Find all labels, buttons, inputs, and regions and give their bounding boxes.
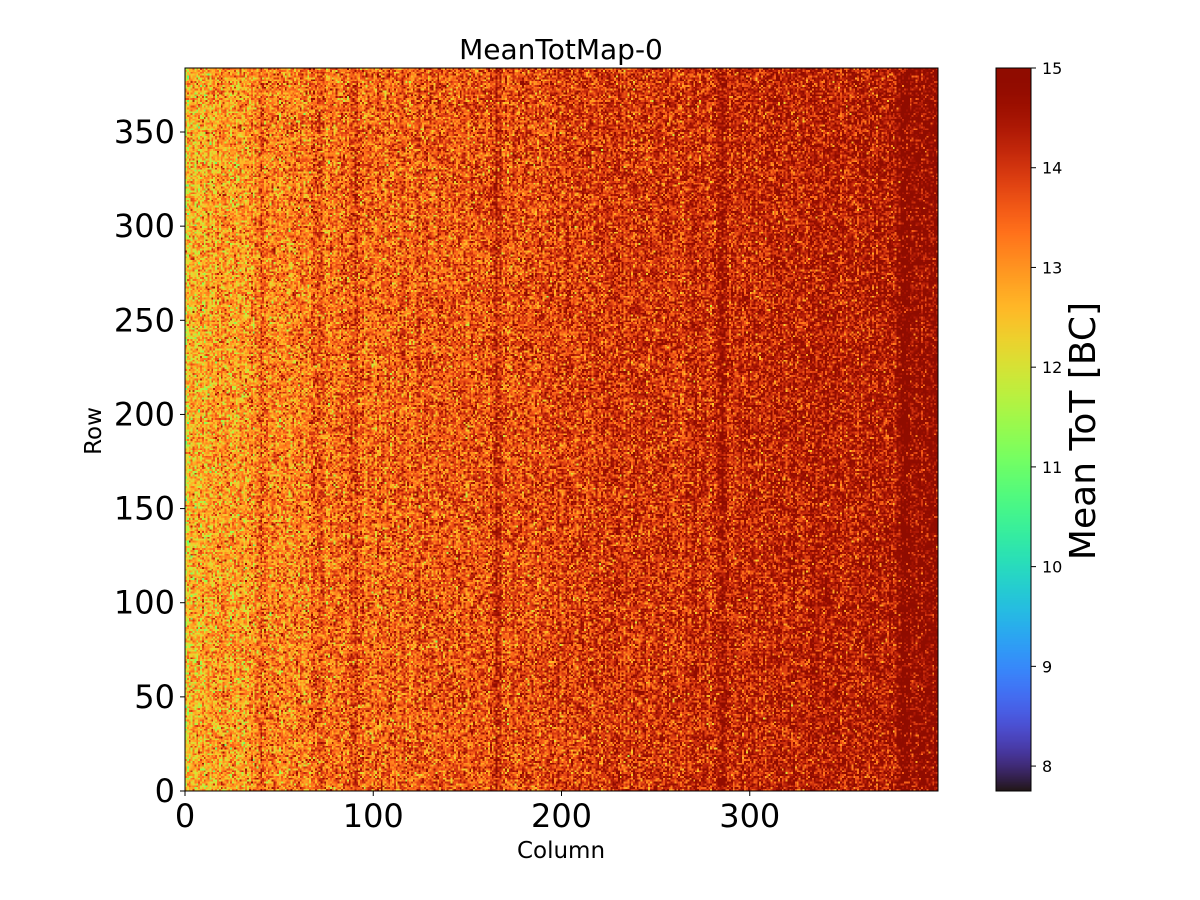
y-axis-label: Row bbox=[81, 407, 107, 455]
colorbar-tick-label: 11 bbox=[1042, 458, 1062, 477]
x-tick-label: 0 bbox=[175, 797, 195, 835]
chart-title: MeanTotMap-0 bbox=[459, 33, 663, 66]
colorbar-tick-label: 9 bbox=[1042, 657, 1052, 676]
x-axis-label: Column bbox=[517, 838, 605, 864]
x-tick-label: 300 bbox=[719, 797, 780, 835]
colorbar-tick-label: 15 bbox=[1042, 59, 1062, 78]
plot-frame bbox=[184, 67, 939, 792]
y-tick-label: 0 bbox=[155, 772, 175, 810]
colorbar-label: Mean ToT [BC] bbox=[1063, 302, 1104, 560]
y-tick-label: 350 bbox=[114, 113, 175, 151]
colorbar-gradient bbox=[996, 68, 1031, 791]
colorbar-tick-label: 14 bbox=[1042, 159, 1062, 178]
y-tick-label: 50 bbox=[134, 678, 175, 716]
y-tick-label: 250 bbox=[114, 301, 175, 339]
x-tick-label: 100 bbox=[343, 797, 404, 835]
colorbar-frame bbox=[995, 67, 1032, 792]
y-tick-label: 100 bbox=[114, 584, 175, 622]
colorbar-tick-label: 12 bbox=[1042, 358, 1062, 377]
colorbar-tick-label: 10 bbox=[1042, 558, 1062, 577]
y-axis-ticks: 0 50 100 150 200 250 300 350 bbox=[114, 113, 185, 810]
colorbar-tick-label: 13 bbox=[1042, 258, 1062, 277]
colorbar-tick-label: 8 bbox=[1042, 757, 1052, 776]
y-tick-label: 200 bbox=[114, 395, 175, 433]
colorbar-ticks: 8 9 10 11 12 13 14 15 bbox=[1031, 59, 1062, 776]
heatmap-image bbox=[185, 68, 938, 791]
y-tick-label: 300 bbox=[114, 207, 175, 245]
x-axis-ticks: 0 100 200 300 bbox=[175, 791, 780, 835]
x-tick-label: 200 bbox=[531, 797, 592, 835]
y-tick-label: 150 bbox=[114, 490, 175, 528]
